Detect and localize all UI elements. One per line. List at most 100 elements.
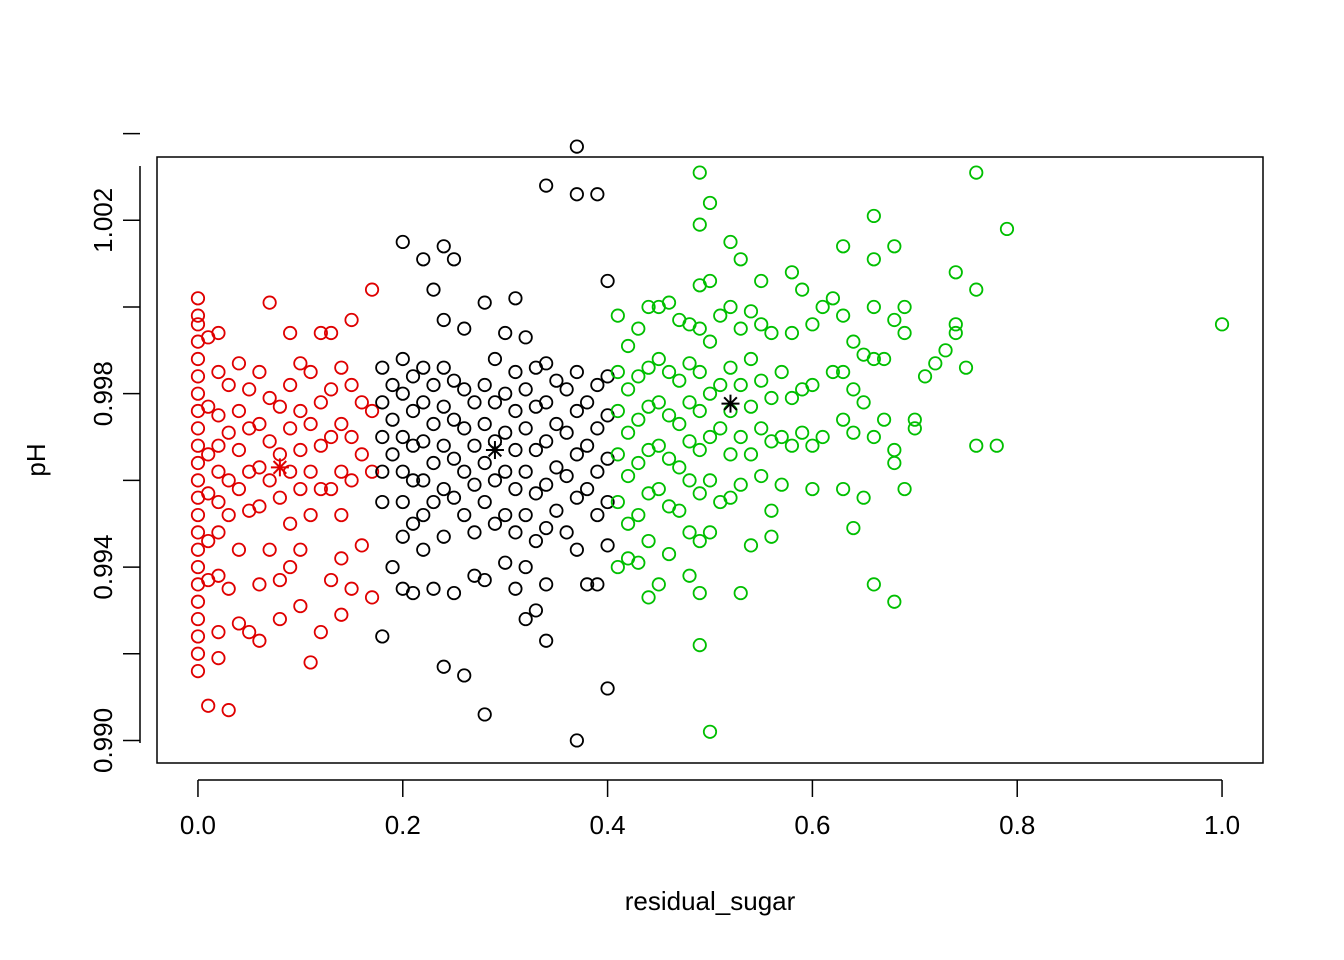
data-point xyxy=(190,629,206,644)
data-point xyxy=(836,308,851,323)
data-point xyxy=(702,429,718,445)
data-point xyxy=(518,330,533,345)
data-point xyxy=(498,507,513,523)
data-point xyxy=(231,481,247,497)
data-point xyxy=(354,447,369,462)
data-point xyxy=(262,542,277,557)
data-point xyxy=(528,603,544,618)
data-point xyxy=(508,403,523,419)
data-point xyxy=(805,377,820,393)
data-point xyxy=(620,338,636,354)
data-point xyxy=(969,282,984,297)
data-point xyxy=(283,325,298,341)
data-point xyxy=(682,434,697,449)
y-axis-ticks: 0.990 0.994 0.998 1.002 xyxy=(88,132,140,773)
data-point xyxy=(672,373,687,388)
data-point xyxy=(692,442,707,458)
data-point xyxy=(549,503,564,518)
data-point xyxy=(426,494,441,510)
data-point xyxy=(457,321,472,336)
data-point xyxy=(764,390,779,406)
data-point xyxy=(743,399,759,414)
data-point xyxy=(692,321,707,336)
data-point xyxy=(610,403,625,419)
data-point xyxy=(825,291,840,306)
data-point xyxy=(457,382,472,397)
data-point xyxy=(201,447,216,462)
data-point xyxy=(405,473,421,488)
data-point xyxy=(426,282,441,297)
data-point xyxy=(958,360,974,375)
data-point xyxy=(661,451,677,466)
data-point xyxy=(846,382,861,397)
data-point xyxy=(569,733,584,748)
data-point xyxy=(262,390,277,406)
data-point xyxy=(549,416,564,432)
data-point xyxy=(426,416,441,432)
data-point xyxy=(487,473,503,488)
cluster-center-marker xyxy=(485,441,504,460)
data-point xyxy=(539,477,554,492)
data-point xyxy=(313,624,328,640)
data-point xyxy=(651,577,666,592)
data-point xyxy=(436,239,451,254)
data-point xyxy=(221,507,236,523)
data-point xyxy=(446,252,462,267)
data-point xyxy=(201,399,216,414)
data-point xyxy=(334,607,349,622)
data-point xyxy=(723,299,738,315)
data-point xyxy=(733,429,748,445)
data-point xyxy=(610,364,625,380)
data-point xyxy=(283,516,298,531)
data-point xyxy=(702,195,718,211)
data-point xyxy=(498,325,513,341)
data-point xyxy=(774,477,789,492)
data-point xyxy=(364,403,380,419)
data-point xyxy=(805,481,820,497)
data-point xyxy=(610,559,625,575)
data-point xyxy=(661,408,677,423)
data-point xyxy=(190,542,206,557)
data-point xyxy=(303,416,318,432)
data-point xyxy=(641,533,656,549)
data-point xyxy=(221,581,236,596)
data-point xyxy=(364,282,380,297)
data-point xyxy=(303,364,318,380)
data-point xyxy=(354,395,369,410)
data-point xyxy=(395,351,410,367)
data-point xyxy=(242,624,257,640)
data-point xyxy=(508,525,523,540)
data-point xyxy=(190,438,206,453)
x-axis-title: residual_sugar xyxy=(625,886,796,916)
data-point xyxy=(876,412,892,427)
data-point xyxy=(211,650,226,666)
data-point xyxy=(272,399,287,414)
data-point xyxy=(405,585,421,601)
data-point xyxy=(692,637,707,653)
data-point xyxy=(190,473,206,488)
data-point xyxy=(293,356,308,371)
data-point xyxy=(293,598,308,614)
data-point xyxy=(805,438,820,453)
data-point xyxy=(692,585,707,601)
data-point xyxy=(457,421,472,436)
data-point xyxy=(620,425,636,440)
data-point xyxy=(446,373,462,388)
data-point xyxy=(702,334,718,349)
data-point xyxy=(467,477,482,492)
y-axis-title: pH xyxy=(21,443,51,476)
data-point xyxy=(539,520,554,536)
data-point xyxy=(467,525,482,540)
data-point xyxy=(436,659,451,674)
data-point xyxy=(866,351,881,367)
data-point xyxy=(866,299,881,315)
data-point xyxy=(805,317,820,332)
data-point xyxy=(713,308,728,323)
data-point xyxy=(262,295,277,310)
data-point xyxy=(866,208,881,224)
x-tick-label: 0.2 xyxy=(385,810,421,840)
data-point xyxy=(498,386,513,401)
data-point xyxy=(754,421,769,436)
data-point xyxy=(631,369,646,384)
data-point xyxy=(846,334,861,349)
